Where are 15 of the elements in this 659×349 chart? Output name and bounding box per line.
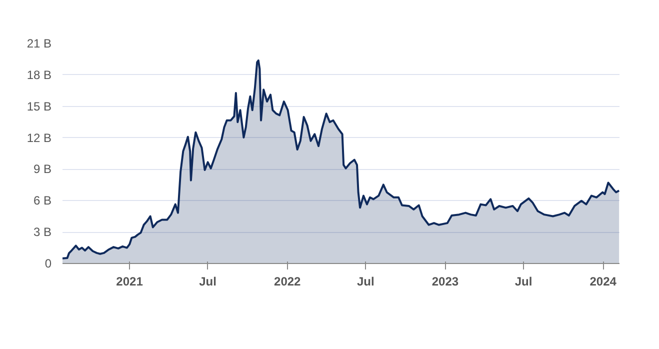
y-tick-label: 21 B (26, 36, 52, 50)
x-tick-label: 2024 (590, 274, 617, 288)
y-tick-label: 6 B (33, 194, 52, 208)
y-tick-label: 3 B (33, 225, 52, 240)
y-tick-label: 12 B (26, 130, 52, 145)
y-tick-label: 18 B (26, 68, 52, 82)
x-tick-label: Jul (356, 274, 374, 288)
x-tick-label: Jul (199, 274, 216, 288)
x-tick-label: 2021 (116, 274, 144, 288)
x-tick-label: Jul (514, 274, 532, 288)
y-tick-label: 0 (44, 256, 52, 270)
y-tick-label: 9 B (33, 162, 52, 176)
y-tick-label: 15 B (26, 99, 52, 114)
x-tick-label: 2023 (432, 274, 459, 288)
x-tick-label: 2022 (274, 274, 302, 288)
